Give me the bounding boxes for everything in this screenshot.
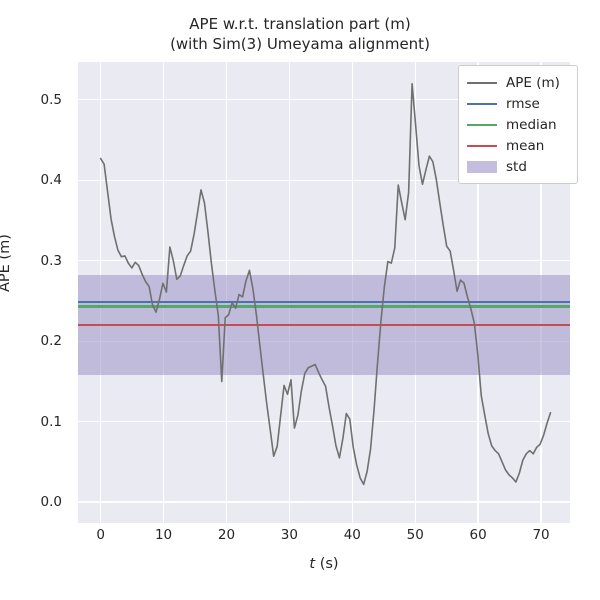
gridline-horizontal [78, 501, 570, 503]
legend-item-label: mean [506, 137, 545, 154]
x-axis-label-symbol: t [309, 556, 316, 572]
x-tick-label: 10 [154, 527, 173, 543]
legend-item-median[interactable]: median [467, 114, 569, 135]
legend-line-icon [467, 76, 497, 90]
x-tick-label: 0 [96, 527, 105, 543]
legend-item-std[interactable]: std [467, 156, 569, 177]
x-tick-label: 40 [343, 527, 361, 543]
y-tick-label: 0.1 [40, 413, 62, 430]
legend-item-label: rmse [506, 95, 540, 112]
gridline-horizontal [78, 420, 570, 423]
mean-line [78, 323, 570, 327]
legend-item-ape-m[interactable]: APE (m) [467, 72, 569, 93]
legend-item-rmse[interactable]: rmse [467, 93, 569, 114]
y-tick-label: 0.3 [40, 252, 62, 269]
legend-line-icon [467, 118, 497, 132]
x-tick-label: 30 [280, 527, 298, 543]
gridline-horizontal [78, 179, 570, 181]
y-tick-label: 0.2 [40, 333, 62, 350]
gridline-horizontal [78, 260, 570, 262]
legend-key-mark [467, 160, 497, 173]
y-tick-labels: 0.0 0.1 0.2 0.3 0.4 0.5 [8, 62, 70, 523]
chart-title-line1: APE w.r.t. translation part (m) [189, 15, 411, 33]
legend-line-icon [467, 97, 497, 111]
x-axis-label-unit: (s) [319, 556, 339, 572]
chart-title-line2: (with Sim(3) Umeyama alignment) [170, 35, 430, 53]
legend-item-label: median [506, 116, 557, 133]
legend-swatch-icon [467, 160, 497, 174]
legend-key-mark [467, 123, 497, 126]
median-line [78, 305, 570, 308]
x-axis-label: t (s) [78, 556, 570, 572]
gridline-horizontal [78, 99, 570, 101]
x-tick-label: 50 [406, 527, 424, 543]
legend-item-label: std [506, 158, 527, 175]
x-tick-labels: 0 10 20 30 40 50 60 70 [78, 527, 570, 553]
x-tick-label: 70 [532, 527, 550, 543]
ape-curve [78, 62, 570, 523]
y-tick-label: 0.0 [40, 494, 62, 511]
legend-item-label: APE (m) [506, 74, 560, 91]
legend-key-mark [467, 102, 497, 105]
y-tick-label: 0.4 [40, 172, 62, 189]
rmse-line [78, 300, 570, 303]
x-tick-label: 60 [469, 527, 487, 543]
chart-title: APE w.r.t. translation part (m) (with Sim… [0, 14, 600, 54]
legend-line-icon [467, 139, 497, 153]
x-tick-label: 20 [217, 527, 236, 543]
legend-key-mark [467, 144, 497, 147]
y-tick-label: 0.5 [40, 91, 62, 108]
legend-item-mean[interactable]: mean [467, 135, 569, 156]
legend-key-mark [467, 81, 497, 84]
legend: APE (m) rmse median mean std [458, 65, 578, 184]
